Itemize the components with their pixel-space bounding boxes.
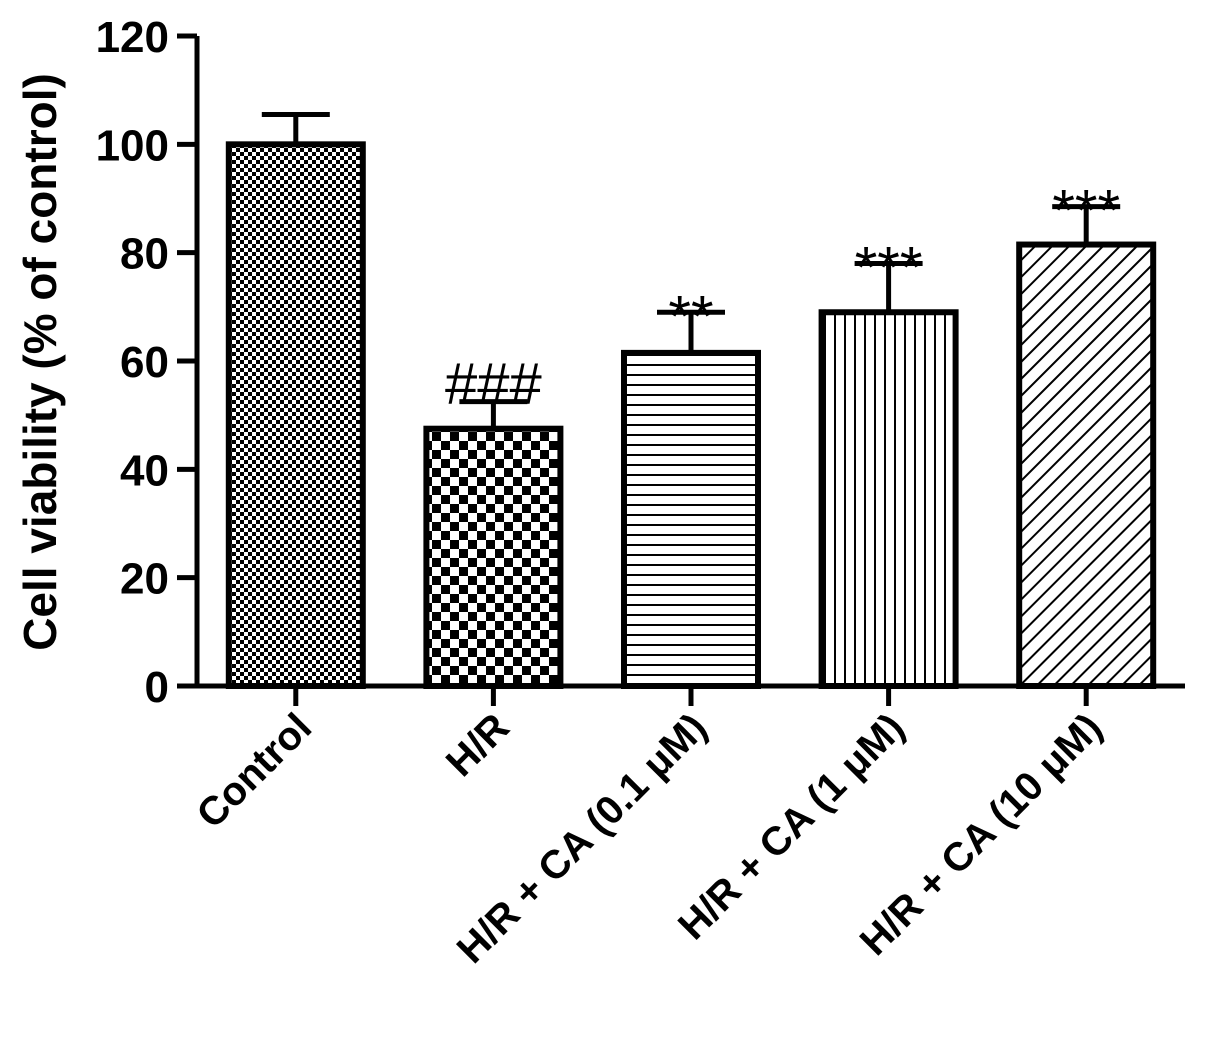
y-tick-label: 80 — [120, 230, 169, 279]
y-tick-label: 60 — [120, 338, 169, 387]
bar-4 — [1016, 241, 1157, 690]
category-label: Control — [189, 705, 321, 837]
category-label: H/R — [438, 705, 518, 785]
significance-label: ** — [668, 284, 713, 349]
bar-3 — [818, 309, 959, 689]
bar-1 — [423, 425, 564, 689]
significance-label: *** — [1052, 179, 1120, 244]
y-axis-title: Cell viability (% of control) — [14, 73, 66, 651]
bar-0 — [225, 141, 366, 690]
y-tick-label: 120 — [96, 13, 169, 62]
y-tick-label: 100 — [96, 121, 169, 170]
y-tick-label: 40 — [120, 446, 169, 495]
significance-label: ### — [445, 352, 542, 417]
significance-label: *** — [855, 236, 923, 301]
y-tick-label: 0 — [145, 663, 169, 712]
bar-2 — [621, 349, 761, 689]
y-tick-label: 20 — [120, 555, 169, 604]
